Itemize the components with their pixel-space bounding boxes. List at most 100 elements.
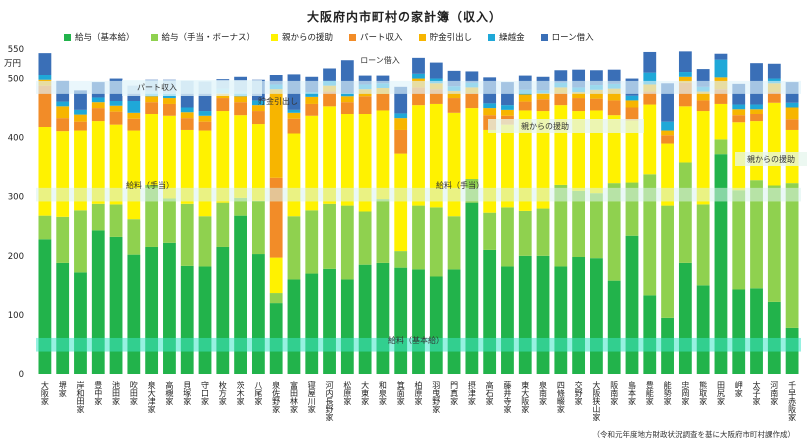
- x-category-label: 守口家: [201, 380, 210, 405]
- bar-segment: [269, 89, 283, 178]
- legend-item: ローン借入: [540, 31, 594, 43]
- bar-segment: [340, 205, 354, 280]
- bar-segment: [180, 265, 194, 374]
- bar-segment: [323, 91, 336, 107]
- bar-segment: [394, 153, 408, 252]
- bar-segment: [483, 103, 497, 109]
- x-category-label: 豊中家: [94, 380, 103, 405]
- x-category-label: 八尾家: [254, 381, 263, 405]
- bar-segment: [501, 266, 514, 374]
- x-category-label: 河南家: [770, 380, 779, 405]
- bar-segment: [56, 106, 70, 119]
- bar-segment: [501, 207, 514, 267]
- y-tick-label: 550: [8, 45, 24, 55]
- annotation-box: [488, 119, 644, 133]
- annotation-band: [36, 187, 801, 202]
- bar-segment: [180, 107, 194, 113]
- bar-segment: [305, 115, 319, 211]
- bar-segment: [536, 111, 550, 209]
- bar-segment: [554, 184, 568, 267]
- x-category-label: 豊能家: [645, 380, 654, 405]
- bar-segment: [234, 115, 247, 198]
- bar-segment: [394, 267, 408, 374]
- bar-segment: [251, 105, 265, 112]
- bar-segment: [127, 130, 141, 220]
- bar-segment: [163, 98, 176, 104]
- legend-swatch: [418, 33, 426, 41]
- annotation-box: [735, 152, 807, 166]
- bar-segment: [251, 100, 265, 106]
- x-category-label: 高槻家: [165, 380, 174, 405]
- bar-segment: [180, 129, 194, 204]
- bar-segment: [38, 127, 52, 216]
- bar-segment: [91, 102, 105, 109]
- bar-segment: [643, 174, 657, 296]
- x-category-label: 阪南家: [610, 381, 619, 405]
- bar-segment: [536, 93, 550, 100]
- bar-segment: [323, 268, 336, 374]
- bar-segment: [465, 108, 479, 179]
- x-category-label: 茨木家: [236, 380, 245, 405]
- bar-segment: [56, 118, 70, 132]
- bar-segment: [750, 114, 763, 122]
- x-category-label: 富田林家: [289, 380, 298, 413]
- x-category-label: 摂津家: [467, 380, 476, 405]
- x-category-label: 忠岡家: [681, 381, 690, 405]
- bar-segment: [305, 103, 319, 116]
- bar-segment: [732, 109, 746, 116]
- x-category-label: 大阪狭山家: [592, 380, 601, 421]
- annotation-label: 貯金引出し: [258, 96, 298, 106]
- legend-item: 繰越金: [488, 31, 525, 43]
- bar-segment: [447, 90, 461, 99]
- bar-segment: [518, 94, 532, 102]
- x-category-label: 河内長野家: [325, 380, 334, 421]
- x-category-label: 高石家: [485, 380, 494, 405]
- bar-segment: [678, 162, 692, 263]
- bar-segment: [607, 100, 621, 116]
- bar-segment: [465, 71, 479, 83]
- bar-segment: [750, 288, 763, 374]
- bar-segment: [287, 109, 301, 113]
- bar-segment: [74, 90, 87, 110]
- bar-segment: [305, 96, 319, 104]
- bar-segment: [305, 92, 319, 97]
- bar-segment: [483, 212, 497, 250]
- bar-segment: [127, 254, 141, 374]
- bar-segment: [358, 264, 372, 374]
- bar-segment: [483, 249, 497, 374]
- bar-segment: [323, 68, 336, 81]
- bar-segment: [109, 204, 123, 237]
- bar-segment: [394, 113, 408, 119]
- legend-label: 繰越金: [499, 33, 525, 43]
- annotation-label: ローン借入: [360, 55, 400, 65]
- bar-segment: [198, 216, 212, 267]
- bar-segment: [714, 53, 728, 60]
- bar-segment: [732, 115, 746, 123]
- x-category-label: 交野家: [574, 380, 583, 405]
- x-category-label: 大阪家: [40, 380, 49, 405]
- bar-segment: [696, 111, 710, 205]
- x-category-label: 千早赤阪家: [788, 380, 797, 421]
- y-tick-label: 500: [8, 75, 24, 85]
- annotation-label: 給料（手当）: [436, 180, 484, 190]
- bar-segment: [678, 262, 692, 374]
- bar-segment: [145, 102, 159, 114]
- legend-item: 給与（手当・ボーナス）: [150, 31, 255, 43]
- x-category-label: 吹田家: [129, 380, 138, 405]
- legend-swatch: [150, 33, 158, 41]
- bar-segment: [732, 104, 746, 110]
- bar-segment: [198, 121, 212, 131]
- x-category-label: 島本家: [627, 380, 636, 405]
- bar-segment: [696, 91, 710, 101]
- bar-segment: [607, 183, 621, 281]
- bar-segment: [216, 246, 230, 374]
- bar-segment: [678, 72, 692, 77]
- bar-segment: [109, 101, 123, 106]
- bar-segment: [678, 106, 692, 163]
- bar-segment: [269, 75, 283, 85]
- bar-segment: [607, 280, 621, 374]
- x-category-label: 泉大津家: [147, 380, 156, 413]
- bar-segment: [216, 202, 230, 247]
- y-tick-label: 300: [8, 193, 24, 203]
